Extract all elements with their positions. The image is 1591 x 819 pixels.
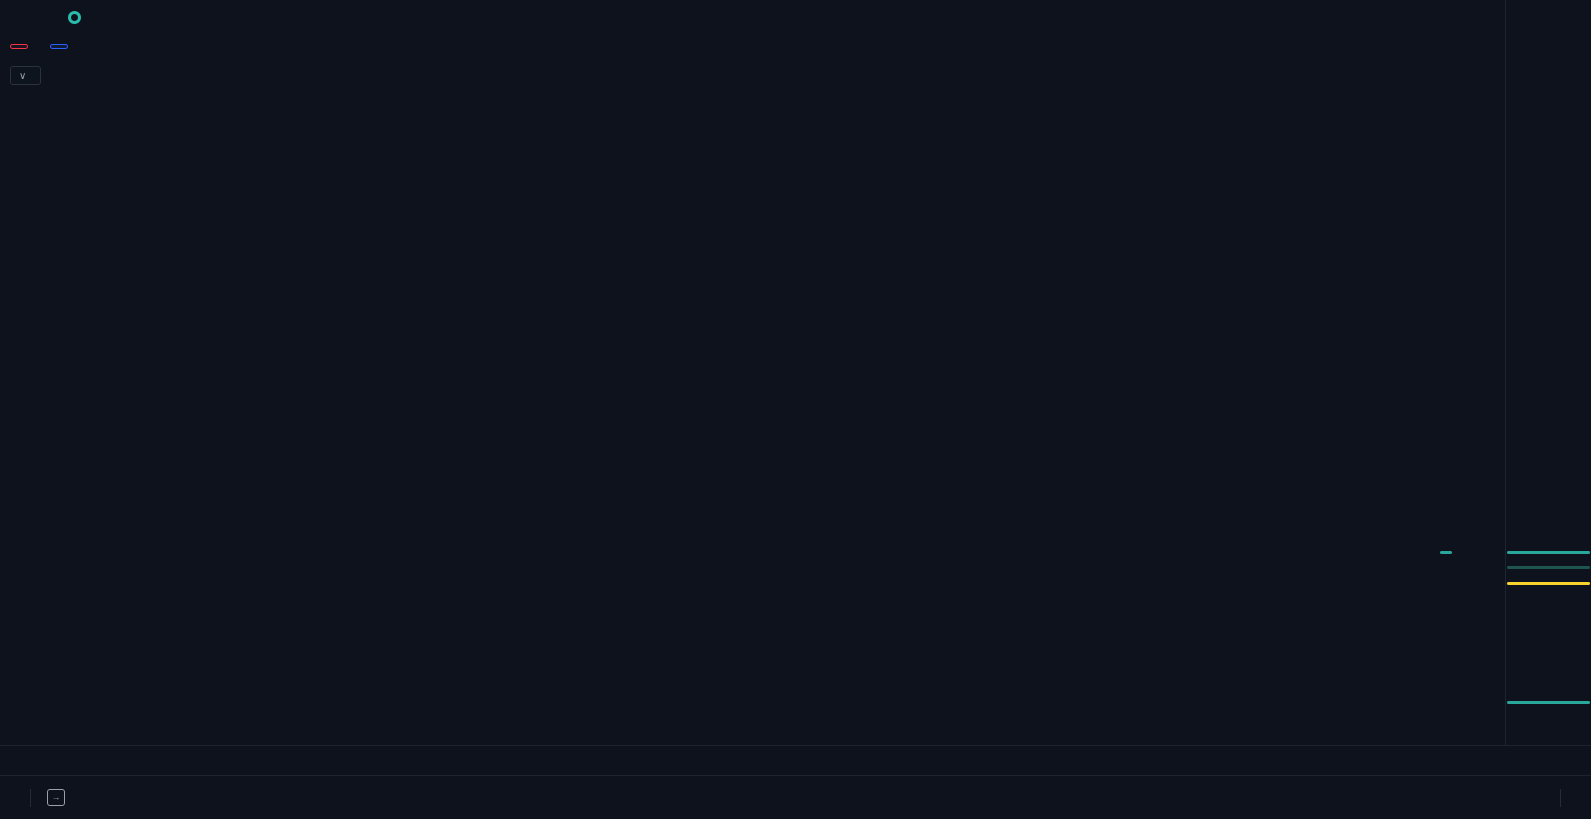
chevron-down-icon	[19, 68, 26, 82]
price-line-symbol-badge	[1440, 551, 1452, 554]
last-price-badge	[1507, 551, 1590, 554]
divider	[30, 788, 31, 807]
volume-value-badge	[1507, 701, 1590, 704]
bottom-toolbar	[0, 775, 1591, 819]
divider	[1560, 788, 1561, 807]
timezone-clock[interactable]	[1534, 795, 1544, 801]
indicators-collapse-button[interactable]	[10, 66, 42, 85]
go-to-date-icon[interactable]	[47, 789, 65, 806]
price-axis[interactable]	[1505, 0, 1591, 745]
ask-button[interactable]	[50, 43, 68, 49]
horizontal-line-price-badge	[1507, 582, 1590, 585]
time-axis[interactable]	[0, 745, 1591, 776]
market-status-icon	[68, 10, 81, 24]
bid-button[interactable]	[10, 43, 28, 49]
ohlc-values	[99, 10, 140, 25]
price-chart-canvas[interactable]	[0, 0, 1505, 745]
bar-countdown-badge	[1507, 566, 1590, 569]
chart-legend	[10, 6, 156, 85]
